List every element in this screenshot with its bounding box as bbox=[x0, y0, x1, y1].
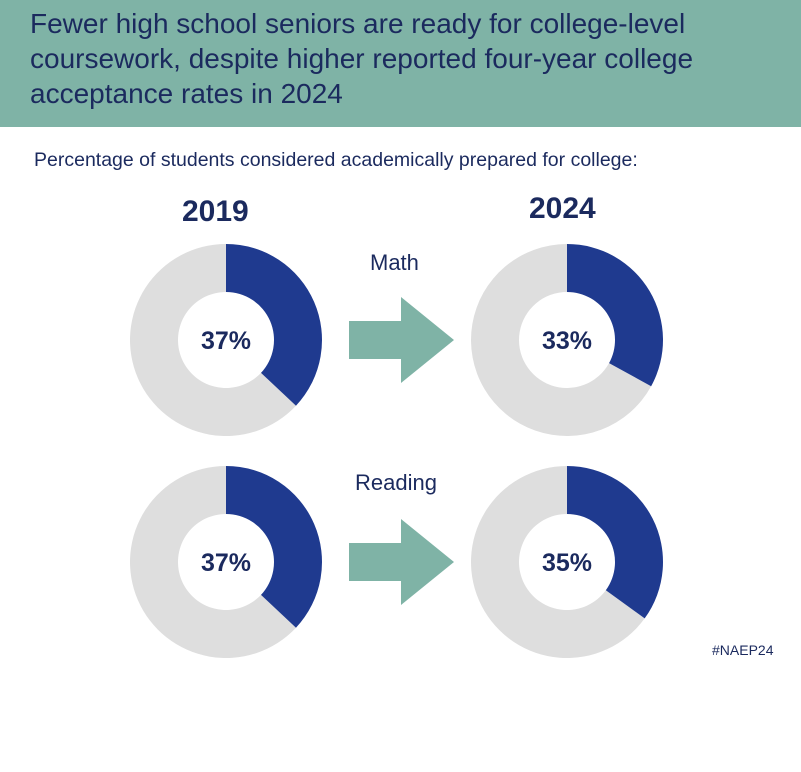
donut-remainder-reading-2024 bbox=[471, 466, 645, 658]
donut-remainder-reading-2019 bbox=[130, 466, 296, 658]
donut-segment-reading-2024 bbox=[567, 466, 663, 619]
metric-label-math: Math bbox=[370, 250, 419, 275]
chart-title: Fewer high school seniors are ready for … bbox=[30, 8, 694, 109]
arrow-math bbox=[349, 297, 454, 383]
year-label-2019: 2019 bbox=[182, 195, 249, 228]
value-label-math-2019: 37% bbox=[201, 327, 251, 355]
arrow-reading bbox=[349, 519, 454, 605]
donut-segment-reading-2019 bbox=[226, 466, 323, 628]
donut-remainder-math-2024 bbox=[471, 244, 652, 437]
value-label-reading-2024: 35% bbox=[542, 549, 592, 577]
header-banner: Fewer high school seniors are ready for … bbox=[0, 0, 801, 127]
donut-remainder-math-2019 bbox=[130, 244, 296, 436]
donut-segment-math-2019 bbox=[226, 244, 322, 406]
metric-label-reading: Reading bbox=[355, 470, 437, 495]
hashtag: #NAEP24 bbox=[712, 642, 774, 658]
value-label-math-2024: 33% bbox=[542, 327, 592, 355]
year-label-2024: 2024 bbox=[529, 192, 596, 225]
donut-segment-math-2024 bbox=[567, 244, 663, 387]
value-label-reading-2019: 37% bbox=[201, 549, 251, 577]
chart-subtitle: Percentage of students considered academ… bbox=[34, 149, 638, 171]
